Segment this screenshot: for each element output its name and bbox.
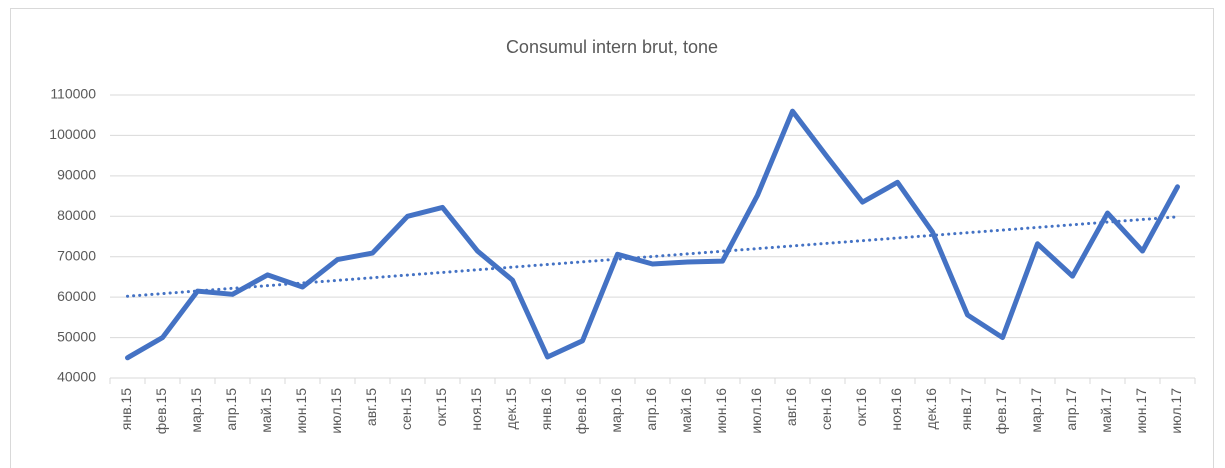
- x-tick-label: июл.17: [1168, 388, 1184, 434]
- x-tick-label: сен.16: [818, 388, 834, 430]
- x-tick-label: авг.16: [783, 388, 799, 426]
- x-tick-label: фев.15: [153, 388, 169, 434]
- x-tick-label: май.15: [258, 388, 274, 433]
- y-tick-label: 70000: [57, 247, 96, 263]
- x-tick-label: июн.16: [713, 388, 729, 434]
- x-tick-label: сен.15: [398, 388, 414, 430]
- x-tick-label: дек.16: [923, 388, 939, 430]
- x-tick-label: июн.15: [293, 388, 309, 434]
- x-tick-label: окт.15: [433, 388, 449, 427]
- x-tick-label: фев.17: [993, 388, 1009, 434]
- data-line: [125, 108, 1180, 361]
- y-tick-label: 40000: [57, 369, 96, 385]
- chart-frame: [10, 8, 1214, 468]
- trendline: [126, 215, 1179, 298]
- y-tick-label: 80000: [57, 207, 96, 223]
- x-tick-label: май.17: [1098, 388, 1114, 433]
- y-tick-label: 110000: [50, 86, 96, 102]
- x-tick-label: мар.15: [188, 388, 204, 433]
- x-tick-label: мар.17: [1028, 388, 1044, 433]
- chart-title: Consumul intern brut, tone: [506, 37, 718, 57]
- y-tick-label: 50000: [57, 328, 96, 344]
- x-tick-label: июн.17: [1133, 388, 1149, 434]
- y-tick-label: 60000: [57, 288, 96, 304]
- x-tick-label: дек.15: [503, 388, 519, 430]
- x-tick-label: ноя.16: [888, 388, 904, 431]
- y-tick-label: 100000: [49, 126, 96, 142]
- y-tick-label: 90000: [57, 167, 96, 183]
- x-tick-label: янв.17: [958, 388, 974, 430]
- x-tick-label: май.16: [678, 388, 694, 433]
- x-tick-label: ноя.15: [468, 388, 484, 431]
- x-tick-label: окт.16: [853, 388, 869, 427]
- x-tick-label: апр.17: [1063, 388, 1079, 431]
- x-tick-label: июл.16: [748, 388, 764, 434]
- x-tick-label: мар.16: [608, 388, 624, 433]
- x-tick-label: янв.15: [118, 388, 134, 430]
- x-tick-label: авг.15: [363, 388, 379, 426]
- x-tick-label: апр.15: [223, 388, 239, 431]
- x-tick-label: фев.16: [573, 388, 589, 434]
- x-tick-label: янв.16: [538, 388, 554, 430]
- x-tick-label: июл.15: [328, 388, 344, 434]
- x-tick-label: апр.16: [643, 388, 659, 431]
